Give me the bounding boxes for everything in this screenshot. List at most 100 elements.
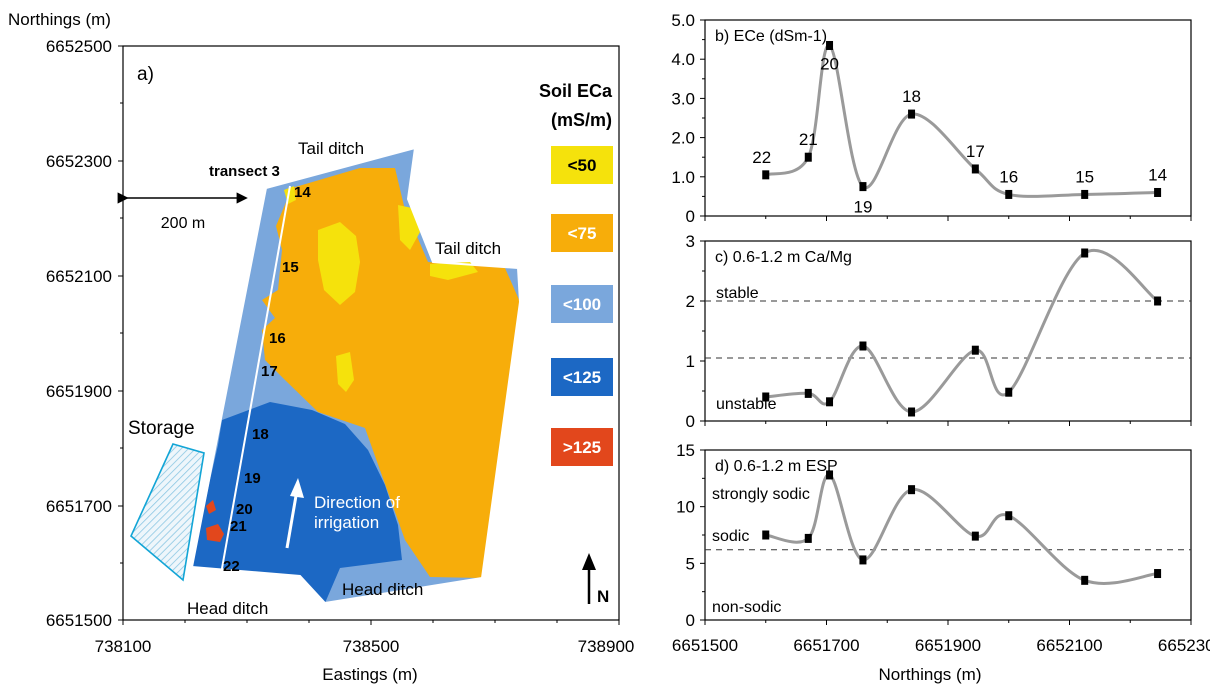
point-label: 15 bbox=[1075, 167, 1094, 186]
transect-label: transect 3 bbox=[209, 163, 280, 180]
map-y-tick-label: 6652300 bbox=[46, 152, 112, 171]
field-zone-lt125 bbox=[192, 402, 402, 603]
field-boundary bbox=[190, 146, 522, 605]
site-label: 15 bbox=[282, 259, 299, 276]
data-point bbox=[1154, 296, 1162, 306]
data-point bbox=[762, 170, 770, 180]
y-tick-label: 5.0 bbox=[671, 11, 695, 30]
data-point bbox=[908, 109, 916, 119]
field-zone-gt125-b bbox=[206, 500, 216, 514]
data-point bbox=[859, 341, 867, 351]
panel-title: c) 0.6-1.2 m Ca/Mg bbox=[715, 249, 852, 266]
legend-label: <75 bbox=[568, 224, 597, 243]
legend-unit: (mS/m) bbox=[551, 110, 612, 130]
data-point bbox=[804, 533, 812, 543]
data-point bbox=[1005, 189, 1013, 199]
map-x-tick-label: 738100 bbox=[95, 637, 152, 656]
storage-area bbox=[130, 443, 205, 582]
x-tick-label: 6652300 bbox=[1158, 636, 1210, 655]
data-point bbox=[826, 470, 834, 480]
north-label: N bbox=[597, 587, 609, 606]
map-x-tick-labels: 738100 738500 738900 bbox=[95, 637, 635, 656]
field-zone-lt50-c bbox=[430, 262, 478, 280]
map-y-tick-label: 6652100 bbox=[46, 267, 112, 286]
x-tick-label: 6651900 bbox=[915, 636, 981, 655]
site-label: 19 bbox=[244, 470, 261, 487]
map-x-tick-label: 738900 bbox=[578, 637, 635, 656]
field-zone-lt50-a bbox=[318, 222, 360, 305]
y-tick-label: 1.0 bbox=[671, 168, 695, 187]
point-label: 19 bbox=[853, 198, 872, 217]
scale-label: 200 m bbox=[161, 215, 205, 232]
data-point bbox=[1005, 511, 1013, 521]
legend-item: <50 bbox=[551, 146, 613, 184]
map-x-tick-label: 738500 bbox=[343, 637, 400, 656]
map-xlabel: Eastings (m) bbox=[322, 665, 417, 684]
data-point bbox=[859, 555, 867, 565]
site-labels: 14 15 16 17 18 19 20 21 22 bbox=[223, 184, 311, 575]
field-zone-gt125-a bbox=[206, 524, 224, 542]
point-label: 18 bbox=[902, 87, 921, 106]
tail-ditch-right-label: Tail ditch bbox=[435, 239, 501, 258]
x-tick-label: 6651700 bbox=[793, 636, 859, 655]
panel-title: d) 0.6-1.2 m ESP bbox=[715, 458, 838, 475]
field-map bbox=[190, 146, 522, 605]
y-tick-label: 5 bbox=[686, 554, 695, 573]
legend-item: <75 bbox=[551, 214, 613, 252]
irrigation-arrow bbox=[285, 489, 299, 549]
data-point bbox=[762, 530, 770, 540]
site-label: 20 bbox=[236, 501, 253, 518]
direction-label-2: irrigation bbox=[314, 513, 379, 532]
site-label: 18 bbox=[252, 426, 269, 443]
data-point bbox=[762, 392, 770, 402]
plot-frame bbox=[704, 449, 1192, 621]
data-point bbox=[826, 40, 834, 50]
legend-label: <50 bbox=[568, 156, 597, 175]
site-label: 21 bbox=[230, 518, 247, 535]
storage-label: Storage bbox=[128, 418, 195, 439]
panel-title: b) ECe (dSm-1) bbox=[715, 28, 827, 45]
legend-label: <125 bbox=[563, 368, 601, 387]
data-point bbox=[908, 485, 916, 495]
legend-title: Soil ECa bbox=[539, 81, 613, 101]
data-point bbox=[859, 182, 867, 192]
point-label: 17 bbox=[966, 142, 985, 161]
legend-label: <100 bbox=[563, 295, 601, 314]
data-point bbox=[1081, 575, 1089, 585]
transect-line bbox=[220, 185, 291, 575]
y-tick-label: 3.0 bbox=[671, 89, 695, 108]
non-sodic-label: non-sodic bbox=[712, 599, 781, 616]
x-tick-label: 6652100 bbox=[1036, 636, 1102, 655]
map-y-tick-label: 6652500 bbox=[46, 37, 112, 56]
map-y-ticks bbox=[118, 45, 123, 621]
map-x-ticks bbox=[122, 620, 620, 625]
site-label: 14 bbox=[294, 184, 311, 201]
y-tick-label: 10 bbox=[676, 498, 695, 517]
point-label: 20 bbox=[820, 54, 839, 73]
sodic-label: sodic bbox=[712, 528, 749, 545]
field-zone-lt50-d bbox=[336, 352, 354, 392]
data-point bbox=[1081, 189, 1089, 199]
y-tick-label: 0 bbox=[686, 611, 695, 630]
y-tick-label: 1 bbox=[686, 352, 695, 371]
chart-c: 0 1 2 3 c) 0.6-1.2 m Ca/Mg stable unstable bbox=[686, 232, 1192, 431]
y-tick-label: 4.0 bbox=[671, 50, 695, 69]
legend-swatch bbox=[551, 214, 613, 252]
series-line bbox=[765, 249, 1159, 414]
data-point bbox=[971, 531, 979, 541]
data-point bbox=[1154, 187, 1162, 197]
y-tick-label: 15 bbox=[676, 441, 695, 460]
chart-b: 0 1.0 2.0 3.0 4.0 5.0 22 21 20 19 18 17 16 15 14 b) ECe… bbox=[671, 11, 1192, 226]
data-point bbox=[804, 152, 812, 162]
north-arrow-head bbox=[582, 553, 596, 570]
map-panel: Northings (m) Eastings (m) 6652500 66523… bbox=[8, 10, 634, 684]
map-y-tick-labels: 6652500 6652300 6652100 6651900 6651700 … bbox=[46, 37, 112, 630]
x-tick-label: 6651500 bbox=[672, 636, 738, 655]
site-label: 22 bbox=[223, 558, 240, 575]
site-label: 16 bbox=[269, 330, 286, 347]
head-ditch-left-label: Head ditch bbox=[187, 599, 268, 618]
legend-label: >125 bbox=[563, 438, 601, 457]
map-y-tick-label: 6651700 bbox=[46, 497, 112, 516]
direction-label-1: Direction of bbox=[314, 493, 400, 512]
